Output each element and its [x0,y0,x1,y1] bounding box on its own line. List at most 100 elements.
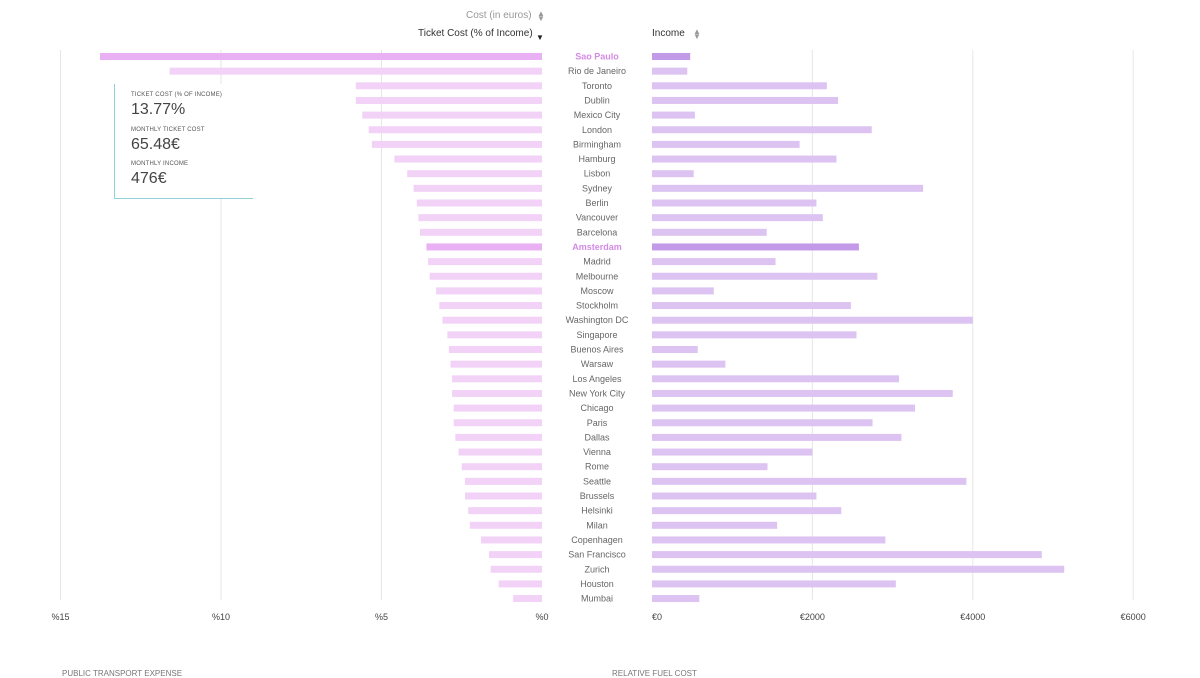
ticket-cost-bar[interactable] [513,595,542,603]
income-bar[interactable] [652,67,688,75]
ticket-cost-bar[interactable] [407,170,542,178]
income-bar[interactable] [652,492,817,500]
income-bar[interactable] [652,258,776,266]
ticket-cost-bar[interactable] [439,302,542,310]
income-sort-header[interactable]: Income [652,28,685,39]
ticket-cost-bar[interactable] [394,155,542,163]
income-bar[interactable] [652,228,767,236]
sort-arrows-icon[interactable]: ▲ ▼ [693,27,701,41]
city-label: Milan [586,520,608,530]
income-bar[interactable] [652,565,1065,573]
ticket-cost-bar[interactable] [436,287,542,295]
city-label: Chicago [580,403,613,413]
income-bar[interactable] [652,595,700,603]
income-bar[interactable] [652,155,837,163]
city-label: Toronto [582,81,612,91]
ticket-cost-bar[interactable] [447,331,542,339]
ticket-cost-bar[interactable] [450,360,542,368]
ticket-cost-bar[interactable] [355,82,542,90]
ticket-cost-bar[interactable] [429,272,542,280]
ticket-cost-bar[interactable] [490,565,542,573]
ticket-cost-bar[interactable] [448,346,542,353]
ticket-cost-bar[interactable] [426,243,542,251]
ticket-cost-bar[interactable] [420,228,542,236]
ticket-cost-bar[interactable] [455,433,542,441]
income-bar[interactable] [652,316,973,324]
income-bar[interactable] [652,243,859,251]
section-title-transport: PUBLIC TRANSPORT EXPENSE [62,669,183,678]
ticket-cost-bar[interactable] [458,448,542,456]
cost-sort-header[interactable]: Cost (in euros) [466,10,532,21]
income-bar[interactable] [652,272,878,280]
x-tick-label: €6000 [1121,612,1146,622]
income-bar[interactable] [652,214,823,222]
income-bar[interactable] [652,126,872,134]
city-label: Birmingham [573,139,621,149]
ticket-cost-bar[interactable] [468,507,542,515]
ticket-cost-bar[interactable] [368,126,542,134]
city-label: Buenos Aires [570,345,624,355]
income-bar[interactable] [652,433,902,441]
income-bar[interactable] [652,477,967,485]
ticket-cost-sort-header[interactable]: Ticket Cost (% of Income) [418,28,533,39]
ticket-cost-bar[interactable] [452,375,542,383]
ticket-cost-bar[interactable] [428,258,542,266]
ticket-cost-bar[interactable] [442,316,542,324]
income-bar[interactable] [652,140,800,148]
ticket-cost-bar[interactable] [416,199,542,207]
income-bar[interactable] [652,346,698,353]
x-tick-label: €0 [652,612,662,622]
city-label: Hamburg [578,154,615,164]
income-bar[interactable] [652,536,886,544]
ticket-cost-bar[interactable] [371,140,542,148]
income-bar[interactable] [652,53,691,60]
income-bar[interactable] [652,331,857,339]
section-title-fuel: RELATIVE FUEL COST [612,669,697,678]
ticket-cost-bar[interactable] [413,184,542,192]
ticket-cost-bar[interactable] [169,67,542,75]
tooltip-monthly-ticket-label: MONTHLY TICKET COST [131,127,205,133]
income-bar[interactable] [652,551,1042,559]
ticket-cost-bar[interactable] [362,111,542,119]
income-bar[interactable] [652,111,695,119]
income-bar[interactable] [652,507,842,515]
ticket-cost-bar[interactable] [99,53,542,60]
city-tooltip: TICKET COST (% OF INCOME) 13.77% MONTHLY… [114,84,253,199]
income-bar[interactable] [652,82,827,90]
ticket-cost-bar[interactable] [453,404,542,412]
ticket-cost-bar[interactable] [464,492,542,500]
income-bar[interactable] [652,287,714,295]
ticket-cost-bar[interactable] [489,551,542,559]
city-label: Rome [585,462,609,472]
city-label: Barcelona [577,227,618,237]
income-bar[interactable] [652,404,916,412]
income-bar[interactable] [652,375,900,383]
income-bar[interactable] [652,170,694,178]
income-bar[interactable] [652,521,778,529]
ticket-cost-bar[interactable] [461,463,542,471]
sort-desc-icon[interactable]: ▼ [536,33,544,42]
ticket-cost-bar[interactable] [452,389,542,397]
ticket-cost-bar[interactable] [418,214,542,222]
ticket-cost-bar[interactable] [464,477,542,485]
city-label: Washington DC [566,315,629,325]
city-label: Sydney [582,183,613,193]
ticket-cost-bar[interactable] [355,96,542,104]
income-bar[interactable] [652,419,873,427]
income-bar[interactable] [652,448,813,456]
income-bar[interactable] [652,184,924,192]
income-bar[interactable] [652,302,851,310]
city-label: Vancouver [576,213,618,223]
sort-arrows-icon[interactable]: ▲ ▼ [537,9,545,23]
income-bar[interactable] [652,463,768,471]
income-bar[interactable] [652,389,953,397]
income-bar[interactable] [652,96,839,104]
income-bar[interactable] [652,360,726,368]
ticket-cost-bar[interactable] [453,419,542,427]
ticket-cost-bar[interactable] [481,536,542,544]
ticket-cost-bar[interactable] [469,521,542,529]
income-bar[interactable] [652,580,896,588]
ticket-cost-bar[interactable] [498,580,542,588]
income-bar[interactable] [652,199,817,207]
